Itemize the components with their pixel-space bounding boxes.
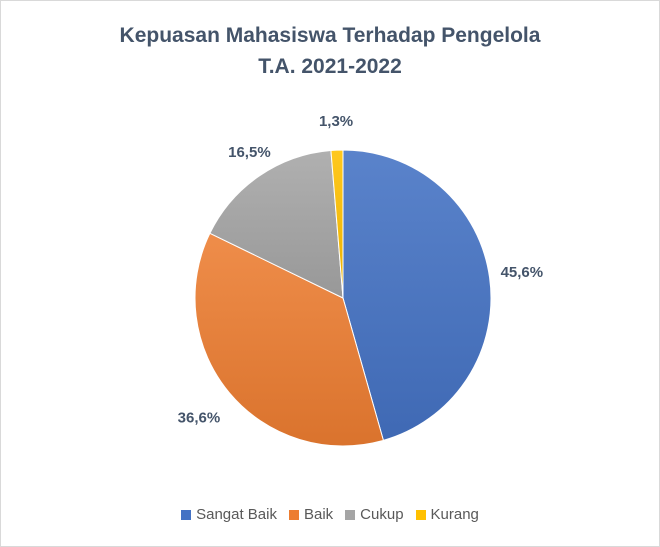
legend-swatch <box>415 509 426 520</box>
legend-item-sangat-baik: Sangat Baik <box>181 506 277 523</box>
chart-title-line-1: Kepuasan Mahasiswa Terhadap Pengelola <box>119 24 541 47</box>
chart-title: Kepuasan Mahasiswa Terhadap Pengelola T.… <box>0 20 660 82</box>
pie-data-labels: 45,6% 36,6% 16,5% 1,3% <box>178 113 543 427</box>
legend-label: Cukup <box>360 506 404 523</box>
data-label-cukup: 16,5% <box>228 144 271 161</box>
data-label-sangat-baik: 45,6% <box>501 264 544 281</box>
legend-swatch <box>181 509 192 520</box>
pie-slices <box>194 149 492 447</box>
legend-swatch <box>345 509 356 520</box>
legend-label: Kurang <box>430 506 479 523</box>
legend-swatch <box>288 509 299 520</box>
data-label-kurang: 1,3% <box>319 113 353 130</box>
data-label-baik: 36,6% <box>178 410 221 427</box>
pie-slice-kurang <box>330 149 344 299</box>
pie-slice-cukup <box>209 149 344 299</box>
legend: Sangat Baik Baik Cukup Kurang <box>0 506 660 523</box>
legend-label: Sangat Baik <box>196 506 277 523</box>
legend-label: Baik <box>303 506 334 523</box>
legend-item-cukup: Cukup <box>345 506 404 523</box>
chart-title-line-2: T.A. 2021-2022 <box>258 55 402 78</box>
legend-item-baik: Baik <box>288 506 334 523</box>
pie-slice-sangat-baik <box>342 149 492 441</box>
legend-item-kurang: Kurang <box>415 506 479 523</box>
pie-slice-baik <box>194 232 385 447</box>
